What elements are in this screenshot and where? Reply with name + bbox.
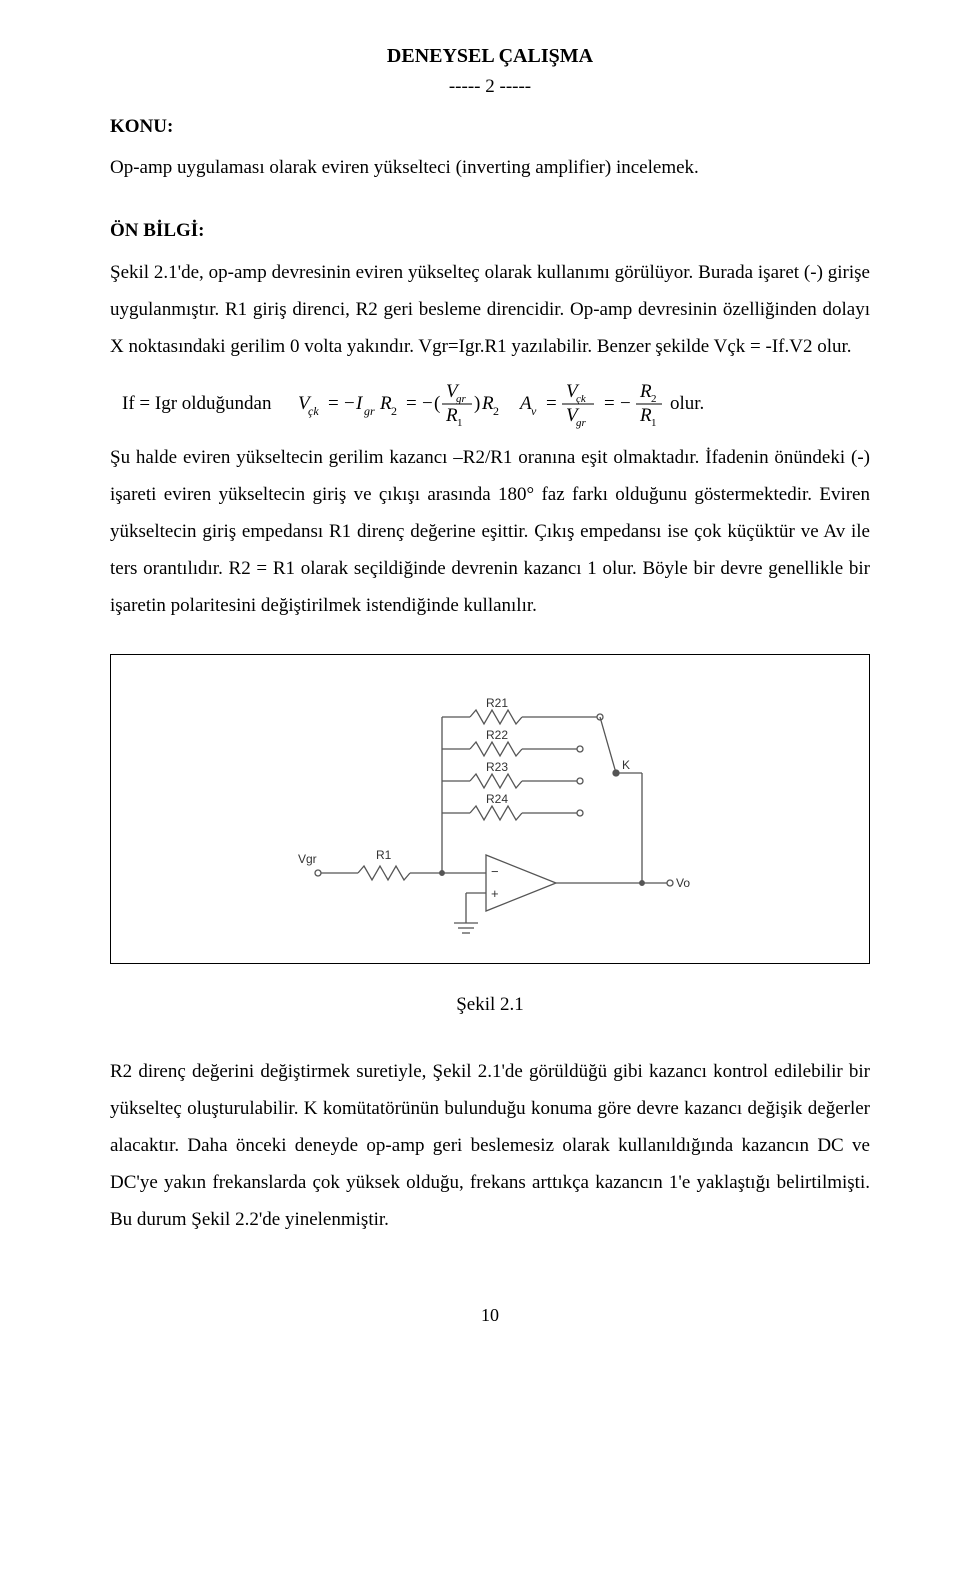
konu-heading: KONU: <box>110 108 870 145</box>
svg-text:gr: gr <box>576 417 587 429</box>
onbilgi-heading: ÖN BİLGİ: <box>110 212 870 249</box>
svg-text:çk: çk <box>576 393 587 405</box>
eq-suffix: olur. <box>670 393 704 414</box>
equation-svg: If = Igr olduğundan V çk = − I gr R 2 = … <box>110 375 870 429</box>
svg-text:=: = <box>546 393 557 414</box>
figure-caption: Şekil 2.1 <box>110 986 870 1023</box>
svg-text:−: − <box>491 864 499 879</box>
svg-text:−: − <box>344 393 355 414</box>
svg-text:1: 1 <box>651 417 657 429</box>
svg-text:2: 2 <box>493 404 499 418</box>
svg-text:K: K <box>622 758 630 772</box>
circuit-svg: Vgr R1 R21 R22 R23 R24 K Vo − + <box>270 683 710 953</box>
experiment-number: ----- 2 ----- <box>110 72 870 102</box>
svg-text:(: ( <box>434 393 440 414</box>
svg-text:R21: R21 <box>486 696 508 710</box>
equation-line: If = Igr olduğundan V çk = − I gr R 2 = … <box>110 375 870 429</box>
konu-text: Op-amp uygulaması olarak eviren yükselte… <box>110 149 870 186</box>
svg-text:1: 1 <box>457 417 463 429</box>
svg-text:2: 2 <box>651 393 657 405</box>
svg-text:=: = <box>328 393 339 414</box>
svg-text:+: + <box>491 886 499 901</box>
svg-text:R1: R1 <box>376 848 392 862</box>
eq-prefix: If = Igr olduğundan <box>122 393 272 414</box>
page-title: DENEYSEL ÇALIŞMA <box>110 40 870 72</box>
svg-text:R24: R24 <box>486 792 508 806</box>
svg-text:R22: R22 <box>486 728 508 742</box>
svg-text:v: v <box>531 404 537 418</box>
svg-text:I: I <box>355 393 364 414</box>
svg-text:2: 2 <box>391 404 397 418</box>
svg-text:çk: çk <box>308 404 319 418</box>
svg-text:A: A <box>518 393 532 414</box>
svg-text:−: − <box>620 393 631 414</box>
svg-text:=: = <box>604 393 615 414</box>
svg-text:gr: gr <box>456 393 467 405</box>
svg-text:Vgr: Vgr <box>298 852 317 866</box>
paragraph-2: Şu halde eviren yükseltecin gerilim kaza… <box>110 439 870 624</box>
svg-text:=: = <box>406 393 417 414</box>
page-number: 10 <box>110 1298 870 1333</box>
paragraph-3: R2 direnç değerini değiştirmek suretiyle… <box>110 1053 870 1238</box>
circuit-figure: Vgr R1 R21 R22 R23 R24 K Vo − + <box>110 654 870 964</box>
paragraph-1: Şekil 2.1'de, op-amp devresinin eviren y… <box>110 254 870 365</box>
svg-text:): ) <box>474 393 480 414</box>
svg-text:Vo: Vo <box>676 876 690 890</box>
svg-text:−: − <box>422 393 433 414</box>
svg-text:gr: gr <box>364 404 375 418</box>
svg-text:R23: R23 <box>486 760 508 774</box>
